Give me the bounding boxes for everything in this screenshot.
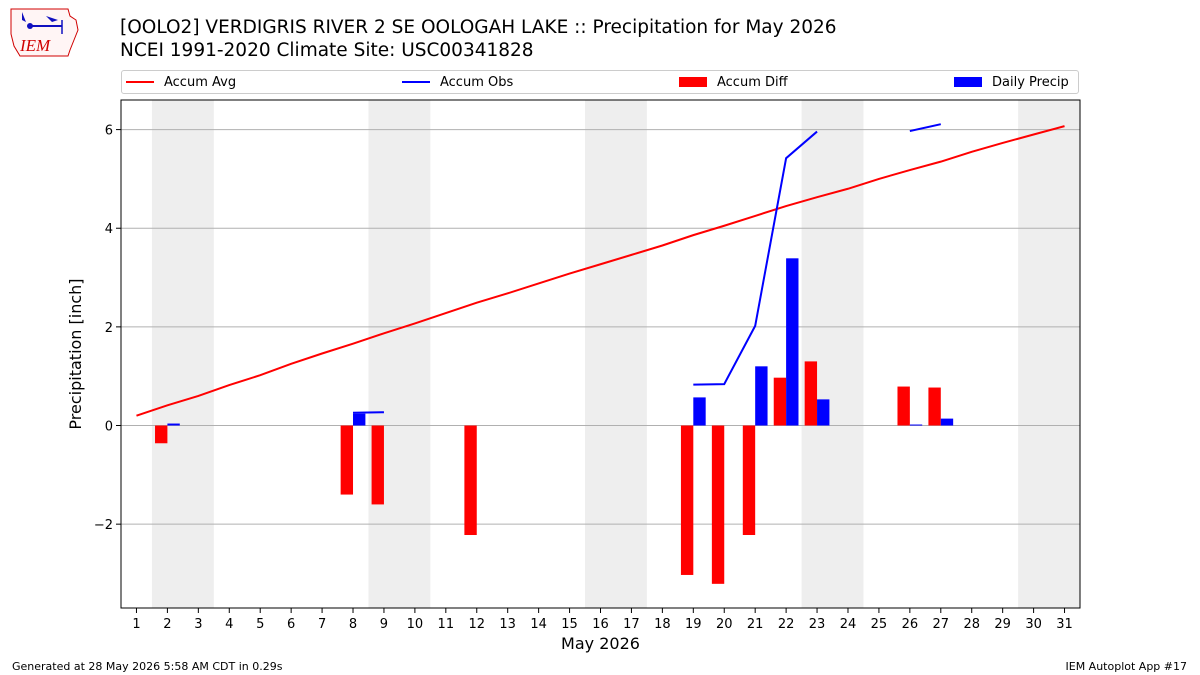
- legend-label-accum-avg: Accum Avg: [164, 74, 237, 90]
- x-tick-label-1: 1: [132, 617, 140, 632]
- accum-diff-bar-day-2: [155, 425, 168, 444]
- iem-logo: IEM: [10, 8, 79, 57]
- x-tick-label-8: 8: [349, 617, 357, 632]
- x-tick-label-22: 22: [778, 617, 795, 632]
- legend-swatch-accum-diff: [679, 77, 707, 87]
- x-tick-label-20: 20: [716, 617, 733, 632]
- accum-diff-bar-day-27: [928, 387, 941, 426]
- weekend-band-2: [585, 100, 647, 608]
- x-tick-label-9: 9: [380, 617, 388, 632]
- x-tick-label-15: 15: [561, 617, 578, 632]
- x-tick-label-29: 29: [994, 617, 1011, 632]
- x-tick-label-5: 5: [256, 617, 264, 632]
- daily-precip-bar-day-23: [817, 399, 830, 426]
- accum-diff-bar-day-9: [371, 425, 384, 505]
- daily-precip-bar-day-19: [693, 397, 706, 426]
- accum-diff-bar-day-23: [804, 361, 818, 426]
- legend-item-accum-avg: Accum Avg: [126, 71, 236, 93]
- legend-label-daily-precip: Daily Precip: [992, 74, 1069, 90]
- legend-label-accum-obs: Accum Obs: [440, 74, 514, 90]
- daily-precip-bar-day-21: [755, 366, 768, 426]
- legend-label-accum-diff: Accum Diff: [717, 74, 788, 90]
- legend-swatch-accum-avg: [126, 81, 154, 83]
- chart-subtitle: NCEI 1991-2020 Climate Site: USC00341828: [120, 40, 534, 61]
- x-tick-label-30: 30: [1025, 617, 1042, 632]
- x-tick-label-17: 17: [623, 617, 640, 632]
- weekend-band-1: [368, 100, 431, 608]
- legend-item-accum-obs: Accum Obs: [402, 71, 513, 93]
- x-tick-label-3: 3: [194, 617, 202, 632]
- x-tick-label-13: 13: [499, 617, 516, 632]
- daily-precip-bar-day-8: [353, 413, 366, 426]
- accum-diff-bar-day-22: [773, 377, 787, 426]
- x-tick-label-7: 7: [318, 617, 326, 632]
- x-tick-label-28: 28: [963, 617, 980, 632]
- x-tick-label-10: 10: [407, 617, 424, 632]
- legend-item-accum-diff: Accum Diff: [679, 71, 788, 93]
- x-tick-label-12: 12: [468, 617, 485, 632]
- x-tick-label-26: 26: [902, 617, 919, 632]
- weekend-band-4: [1018, 100, 1080, 608]
- weekend-band-0: [151, 100, 214, 608]
- x-tick-label-14: 14: [530, 617, 547, 632]
- legend-swatch-daily-precip: [954, 77, 982, 87]
- legend: Accum Avg Accum Obs Accum Diff Daily Pre…: [121, 70, 1079, 94]
- x-tick-label-18: 18: [654, 617, 671, 632]
- accum-diff-bar-day-19: [680, 425, 694, 575]
- x-tick-label-19: 19: [685, 617, 702, 632]
- daily-precip-bar-day-22: [786, 258, 799, 426]
- y-tick-label-3: 4: [105, 222, 113, 237]
- x-tick-label-2: 2: [163, 617, 171, 632]
- footer-app: IEM Autoplot App #17: [1065, 660, 1188, 673]
- accum-avg-line: [136, 125, 1065, 417]
- x-tick-label-23: 23: [809, 617, 826, 632]
- x-axis-label: May 2026: [561, 634, 640, 653]
- x-tick-label-24: 24: [840, 617, 857, 632]
- accum-diff-bar-day-12: [464, 425, 477, 536]
- x-tick-label-11: 11: [438, 617, 455, 632]
- x-tick-label-4: 4: [225, 617, 233, 632]
- y-axis-label: Precipitation [inch]: [66, 278, 85, 429]
- y-tick-label-4: 6: [105, 124, 113, 139]
- legend-swatch-accum-obs: [402, 81, 430, 83]
- accum-obs-line-segment-1: [693, 130, 818, 386]
- plot-frame: [120, 99, 1081, 609]
- y-tick-label-1: 0: [105, 420, 113, 435]
- x-tick-label-16: 16: [592, 617, 609, 632]
- x-tick-label-6: 6: [287, 617, 295, 632]
- chart-title: [OOLO2] VERDIGRIS RIVER 2 SE OOLOGAH LAK…: [120, 17, 837, 38]
- y-tick-label-0: −2: [94, 518, 113, 533]
- accum-diff-bar-day-20: [711, 425, 725, 584]
- x-tick-label-31: 31: [1056, 617, 1073, 632]
- footer-generated: Generated at 28 May 2026 5:58 AM CDT in …: [12, 660, 283, 673]
- accum-obs-line-segment-2: [909, 123, 942, 133]
- accum-diff-bar-day-8: [340, 425, 354, 495]
- x-tick-label-25: 25: [871, 617, 888, 632]
- y-tick-label-2: 2: [105, 321, 113, 336]
- legend-item-daily-precip: Daily Precip: [954, 71, 1069, 93]
- accum-diff-bar-day-26: [897, 386, 910, 426]
- x-tick-label-27: 27: [933, 617, 950, 632]
- accum-diff-bar-day-21: [742, 425, 756, 536]
- logo-text: IEM: [19, 36, 51, 55]
- daily-precip-bar-day-2: [167, 423, 180, 426]
- daily-precip-bar-day-26: [909, 424, 923, 426]
- x-tick-label-21: 21: [747, 617, 764, 632]
- weekend-band-3: [801, 100, 864, 608]
- daily-precip-bar-day-27: [940, 418, 954, 426]
